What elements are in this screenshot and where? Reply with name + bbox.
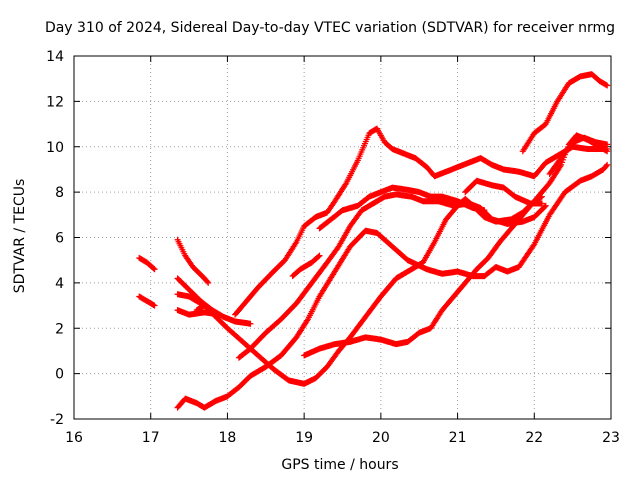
y-tick-label: 6: [55, 231, 64, 247]
x-tick-label: 18: [219, 430, 237, 446]
data-point: [342, 181, 349, 188]
series-10: [232, 125, 611, 318]
data-point: [205, 279, 212, 286]
y-tick-label: 0: [55, 367, 64, 383]
data-point: [304, 317, 311, 324]
data-point: [315, 253, 322, 260]
data-point: [530, 242, 537, 249]
data-point: [481, 207, 488, 214]
y-tick-label: 12: [46, 94, 64, 110]
series-9: [235, 191, 549, 361]
series-11: [289, 252, 323, 280]
plot-frame: [73, 55, 612, 420]
x-tick-label: 16: [65, 430, 83, 446]
data-point: [603, 163, 610, 170]
data-point: [216, 311, 223, 318]
data-point: [604, 148, 611, 155]
y-tick-label: 8: [55, 185, 64, 201]
series-5: [174, 193, 545, 387]
series-6: [174, 307, 223, 318]
y-tick-label: 14: [46, 49, 64, 65]
series-14: [462, 177, 545, 207]
data-point: [151, 302, 158, 309]
x-tick-label: 19: [295, 430, 313, 446]
series-8: [193, 302, 216, 314]
data-point: [541, 203, 548, 210]
data-point: [604, 141, 611, 148]
series-7: [174, 161, 611, 411]
data-point: [247, 320, 254, 327]
data-point: [604, 82, 611, 89]
data-point: [316, 252, 323, 259]
data-point: [151, 266, 158, 273]
series-13: [316, 184, 488, 232]
y-tick-label: 2: [55, 321, 64, 337]
y-tick-label: 10: [46, 140, 64, 156]
y-ticks: -2 0 2 4 6 8 10 12 14: [46, 49, 611, 428]
series-2: [136, 293, 158, 309]
data-point: [204, 278, 211, 285]
x-tick-label: 17: [142, 430, 160, 446]
x-tick-label: 20: [372, 430, 390, 446]
data-marks: [136, 71, 611, 411]
y-tick-label: -2: [50, 412, 64, 428]
chart-title: Day 310 of 2024, Sidereal Day-to-day VTE…: [44, 20, 616, 36]
x-tick-label: 23: [602, 430, 620, 446]
x-axis-label: GPS time / hours: [281, 457, 399, 473]
x-tick-label: 21: [449, 430, 467, 446]
series-3: [174, 236, 212, 286]
data-point: [538, 200, 545, 207]
series-12: [301, 132, 611, 359]
series-15: [519, 71, 611, 155]
y-tick-label: 4: [55, 276, 64, 292]
data-point: [604, 161, 611, 168]
series-16: [546, 134, 611, 177]
data-point: [150, 265, 157, 272]
data-point: [209, 307, 216, 314]
x-ticks: 16 17 18 19 20 21 22 23: [65, 56, 620, 446]
x-tick-label: 22: [525, 430, 543, 446]
data-point: [542, 202, 549, 209]
data-point: [557, 163, 564, 170]
series-1: [136, 254, 158, 273]
